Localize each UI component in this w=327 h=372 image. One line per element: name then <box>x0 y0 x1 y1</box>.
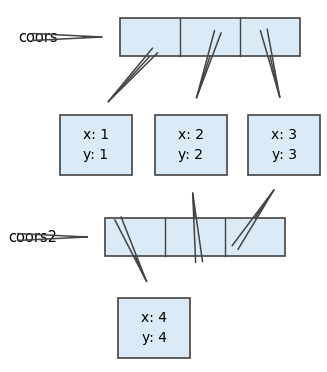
Bar <box>248 115 320 175</box>
Bar <box>120 18 300 56</box>
Bar <box>155 115 227 175</box>
Text: coors2: coors2 <box>8 230 57 244</box>
Bar <box>118 298 190 358</box>
Bar <box>60 115 132 175</box>
Text: x: 2
y: 2: x: 2 y: 2 <box>178 128 204 162</box>
Text: coors: coors <box>18 29 58 45</box>
Bar <box>105 218 285 256</box>
Text: x: 3
y: 3: x: 3 y: 3 <box>271 128 297 162</box>
Text: x: 1
y: 1: x: 1 y: 1 <box>83 128 109 162</box>
Text: x: 4
y: 4: x: 4 y: 4 <box>141 311 167 345</box>
